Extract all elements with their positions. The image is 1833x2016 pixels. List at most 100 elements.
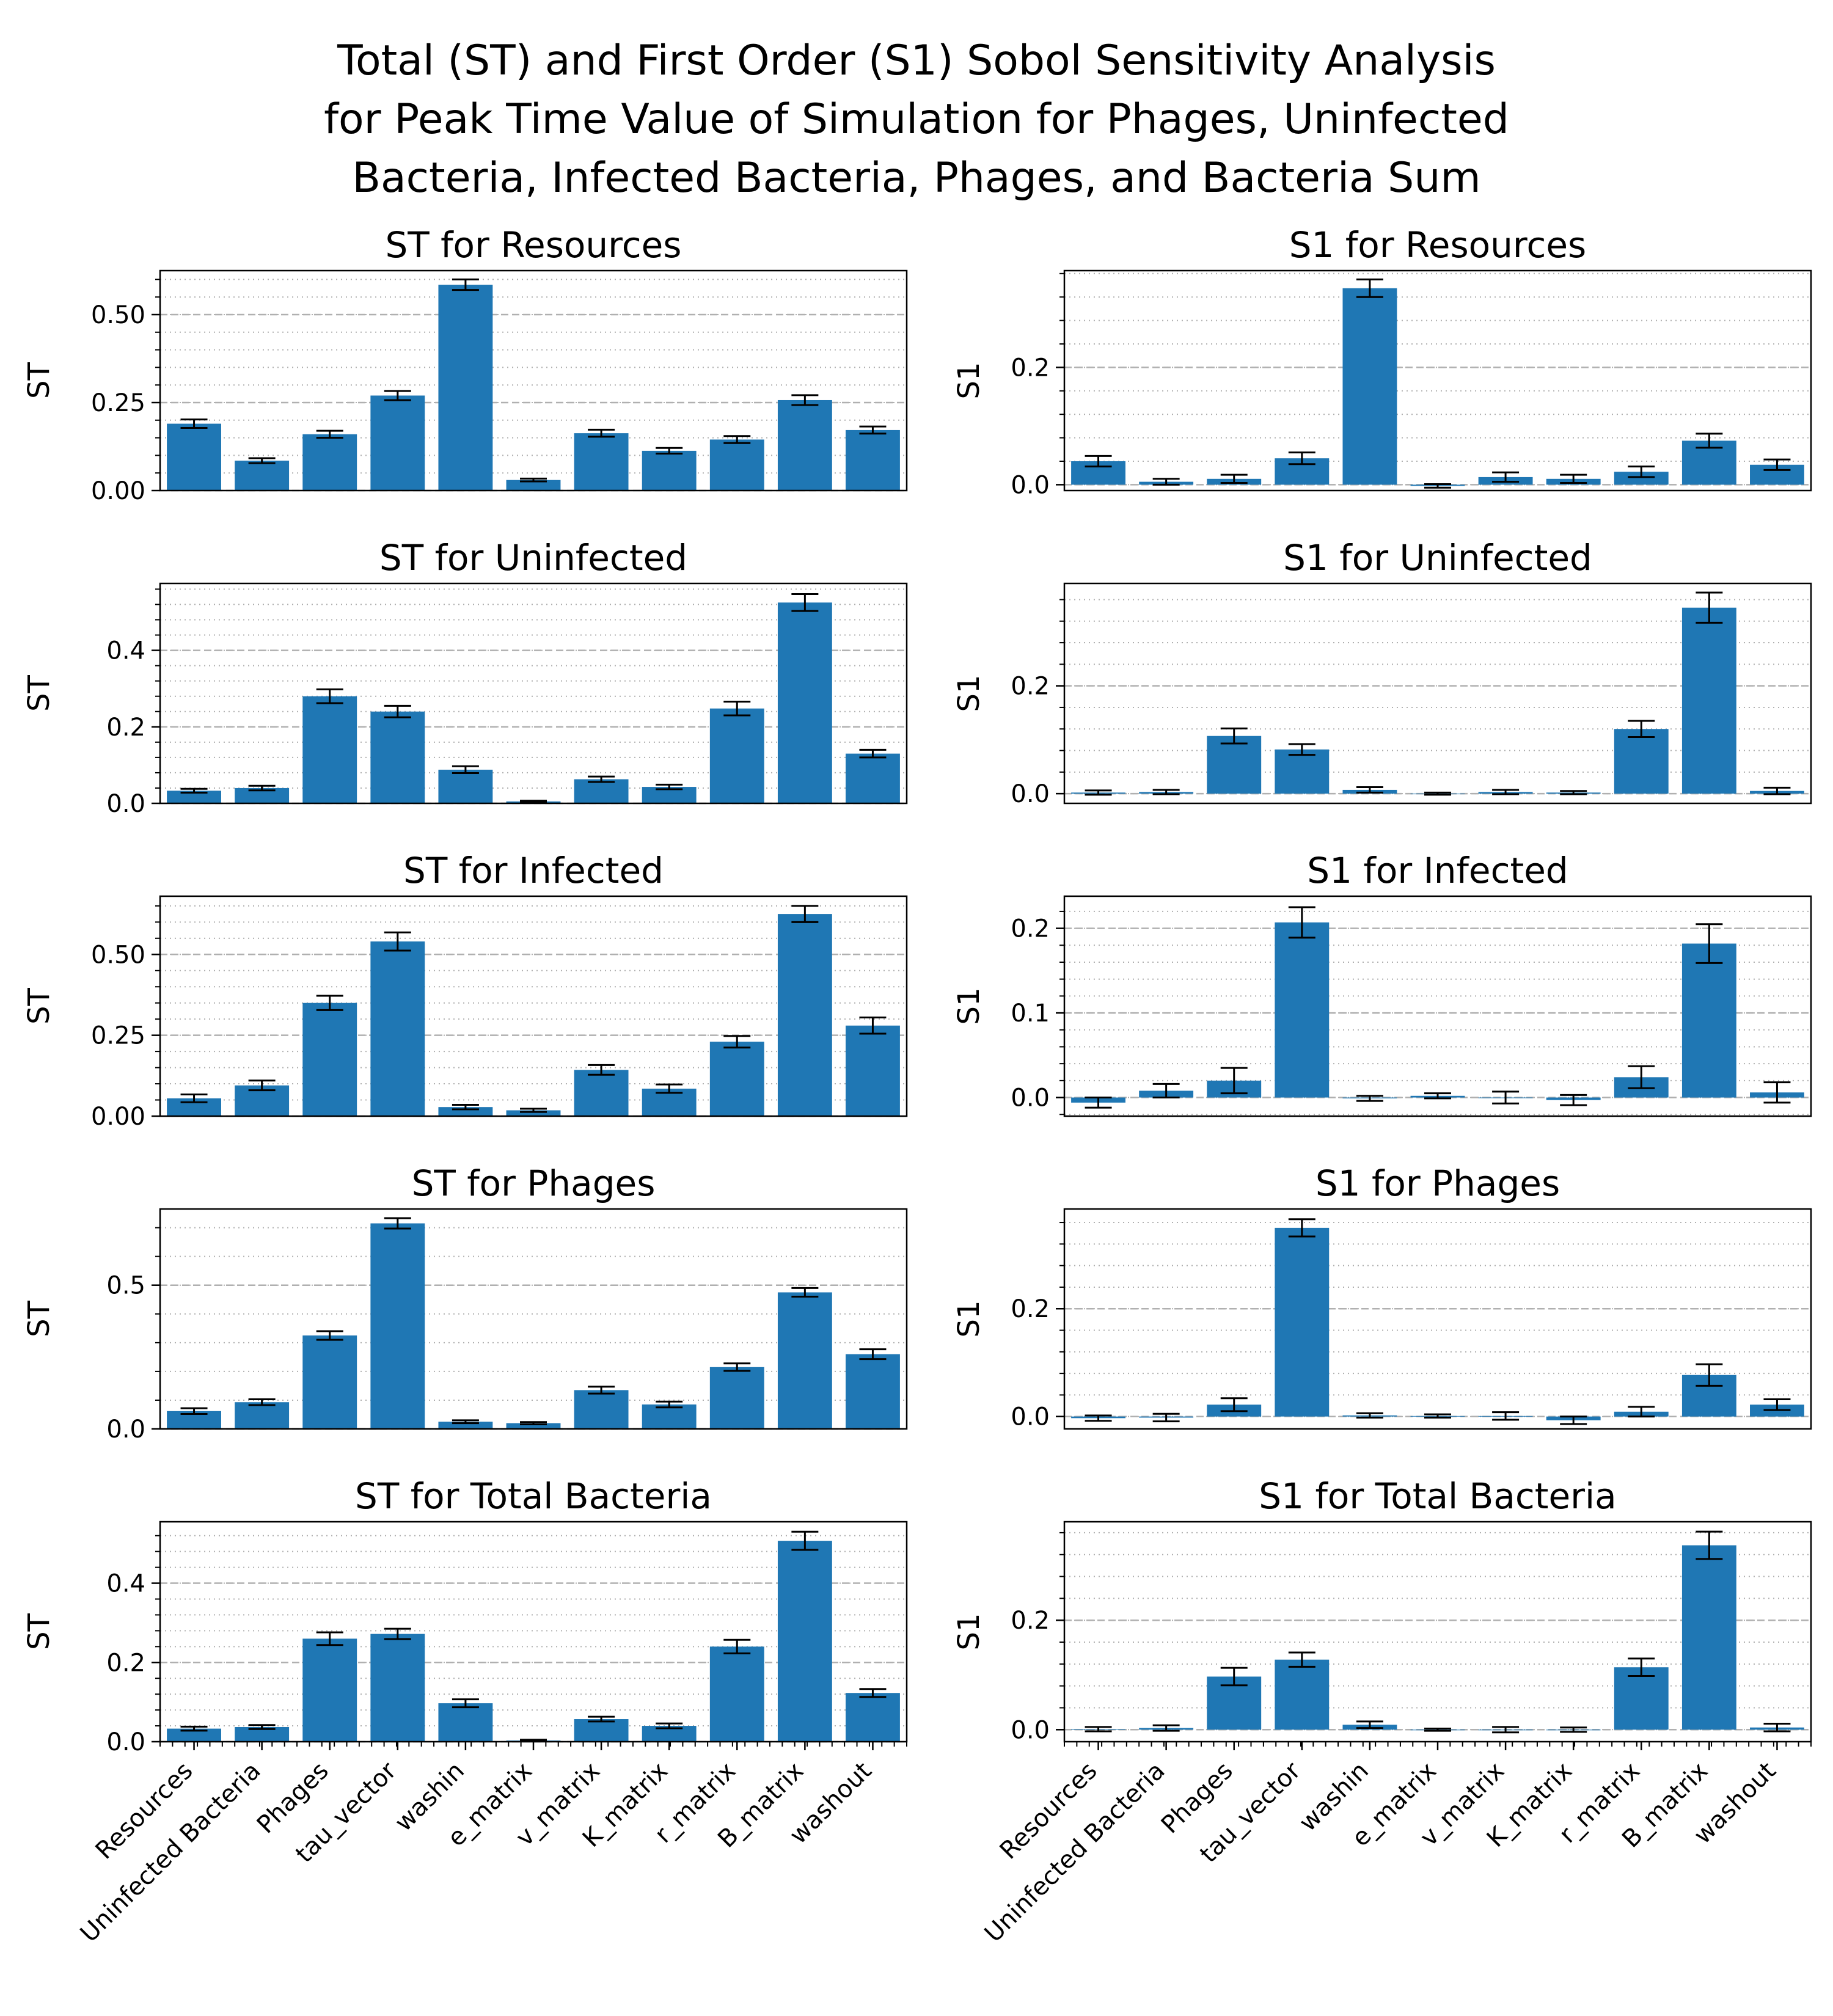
subplot-title: ST for Total Bacteria (355, 1475, 712, 1517)
bar-r-matrix (709, 439, 764, 491)
ytick-label: 0.0 (1011, 1716, 1050, 1744)
bar-b-matrix (777, 602, 832, 803)
ytick-label: 0.2 (106, 1649, 145, 1677)
axes-frame (159, 1208, 908, 1430)
y-axis-label: ST (22, 1300, 56, 1337)
bar-v-matrix (574, 779, 629, 803)
ytick-label: 0.0 (1011, 1403, 1050, 1431)
bar-b-matrix (1681, 943, 1736, 1098)
bar-r-matrix (1614, 1667, 1669, 1730)
y-axis-label: S1 (952, 1300, 986, 1337)
ytick-label: 0.0 (1011, 1084, 1050, 1112)
y-axis-label: ST (22, 674, 56, 711)
bar-phages (302, 696, 357, 803)
bar-phages (1207, 736, 1262, 794)
bar-tau-vector (370, 395, 425, 491)
bar-phages (302, 1003, 357, 1116)
bar-tau-vector (370, 941, 425, 1116)
bar-b-matrix (777, 1292, 832, 1429)
axes-frame (159, 582, 908, 805)
subplot-title: S1 for Phages (1315, 1163, 1560, 1204)
subplot-st-1: 0.0 0.2 0.4 ST for Uninfected ST (22, 537, 908, 818)
bar-uninfected-bacteria (235, 1402, 290, 1429)
ytick-label: 0.0 (106, 1728, 145, 1756)
ytick-label: 0.4 (106, 1570, 145, 1598)
subplot-title: S1 for Resources (1289, 224, 1587, 266)
bar-k-matrix (642, 1404, 697, 1429)
bar-e-matrix (506, 480, 561, 491)
ytick-label: 0.00 (91, 477, 145, 505)
subplot-title: ST for Uninfected (379, 537, 687, 579)
bar-e-matrix (506, 1110, 561, 1116)
ytick-label: 0.2 (1011, 354, 1050, 382)
subplot-s1-2: 0.0 0.1 0.2 S1 for Infected S1 (952, 850, 1812, 1117)
subplot-s1-0: 0.0 0.2 S1 for Resources S1 (952, 224, 1812, 499)
bar-washout (846, 429, 900, 491)
bar-resources (167, 1728, 221, 1742)
bar-r-matrix (709, 1646, 764, 1742)
y-axis-label: S1 (952, 674, 986, 712)
bar-phages (302, 434, 357, 491)
ytick-label: 0.4 (106, 637, 145, 665)
subplot-st-0: 0.00 0.25 0.50 ST for Resources ST (22, 224, 908, 505)
axes-frame (159, 1521, 908, 1743)
axes-frame (1063, 1521, 1812, 1743)
bar-tau-vector (1275, 1659, 1330, 1730)
bar-b-matrix (1681, 1545, 1736, 1730)
ytick-label: 0.50 (91, 941, 145, 969)
axes-frame (1063, 895, 1812, 1117)
ytick-label: 0.2 (106, 714, 145, 742)
axes-frame (159, 895, 908, 1117)
subplot-title: S1 for Uninfected (1283, 537, 1592, 579)
bar-resources (167, 423, 221, 491)
ytick-label: 0.0 (106, 790, 145, 818)
subplot-title: ST for Phages (412, 1163, 656, 1204)
bar-r-matrix (709, 708, 764, 803)
bar-tau-vector (1275, 1227, 1330, 1417)
figure-title-line-2: for Peak Time Value of Simulation for Ph… (324, 95, 1509, 144)
y-axis-label: ST (22, 362, 56, 398)
bar-e-matrix (506, 1423, 561, 1429)
subplot-st-2: 0.00 0.25 0.50 ST for Infected ST (22, 850, 908, 1131)
bar-v-matrix (574, 433, 629, 491)
bar-b-matrix (1681, 607, 1736, 794)
bar-k-matrix (642, 450, 697, 491)
subplot-title: S1 for Total Bacteria (1259, 1475, 1616, 1517)
bar-tau-vector (370, 1634, 425, 1742)
bar-tau-vector (370, 711, 425, 803)
y-axis-label: S1 (952, 1613, 986, 1650)
bar-tau-vector (370, 1223, 425, 1429)
subplot-s1-3: 0.0 0.2 S1 for Phages S1 (952, 1163, 1812, 1431)
ytick-label: 0.5 (106, 1272, 145, 1300)
y-axis-label: ST (22, 1613, 56, 1649)
ytick-label: 0.2 (1011, 915, 1050, 943)
subplot-title: ST for Infected (403, 850, 664, 891)
bar-r-matrix (1614, 729, 1669, 794)
subplot-title: S1 for Infected (1307, 850, 1568, 891)
bar-washin (438, 285, 493, 491)
bar-washout (846, 1693, 900, 1742)
ytick-label: 0.00 (91, 1103, 145, 1131)
bar-v-matrix (574, 1390, 629, 1429)
y-axis-label: S1 (952, 362, 986, 399)
bar-r-matrix (709, 1367, 764, 1429)
y-axis-label: ST (22, 987, 56, 1024)
bar-washin (438, 1703, 493, 1742)
ytick-label: 0.0 (106, 1415, 145, 1444)
figure-title-line-1: Total (ST) and First Order (S1) Sobol Se… (337, 37, 1496, 85)
bar-v-matrix (574, 1070, 629, 1116)
bar-phages (302, 1335, 357, 1429)
bar-v-matrix (574, 1719, 629, 1742)
ytick-label: 0.2 (1011, 673, 1050, 701)
bar-washout (846, 1354, 900, 1429)
bar-r-matrix (1614, 472, 1669, 485)
axes-frame (1063, 582, 1812, 805)
subplot-title: ST for Resources (385, 224, 681, 266)
bar-r-matrix (709, 1042, 764, 1116)
axes-frame (1063, 1208, 1812, 1430)
ytick-label: 0.1 (1011, 999, 1050, 1028)
ytick-label: 0.0 (1011, 780, 1050, 808)
figure-title-line-3: Bacteria, Infected Bacteria, Phages, and… (352, 154, 1480, 202)
